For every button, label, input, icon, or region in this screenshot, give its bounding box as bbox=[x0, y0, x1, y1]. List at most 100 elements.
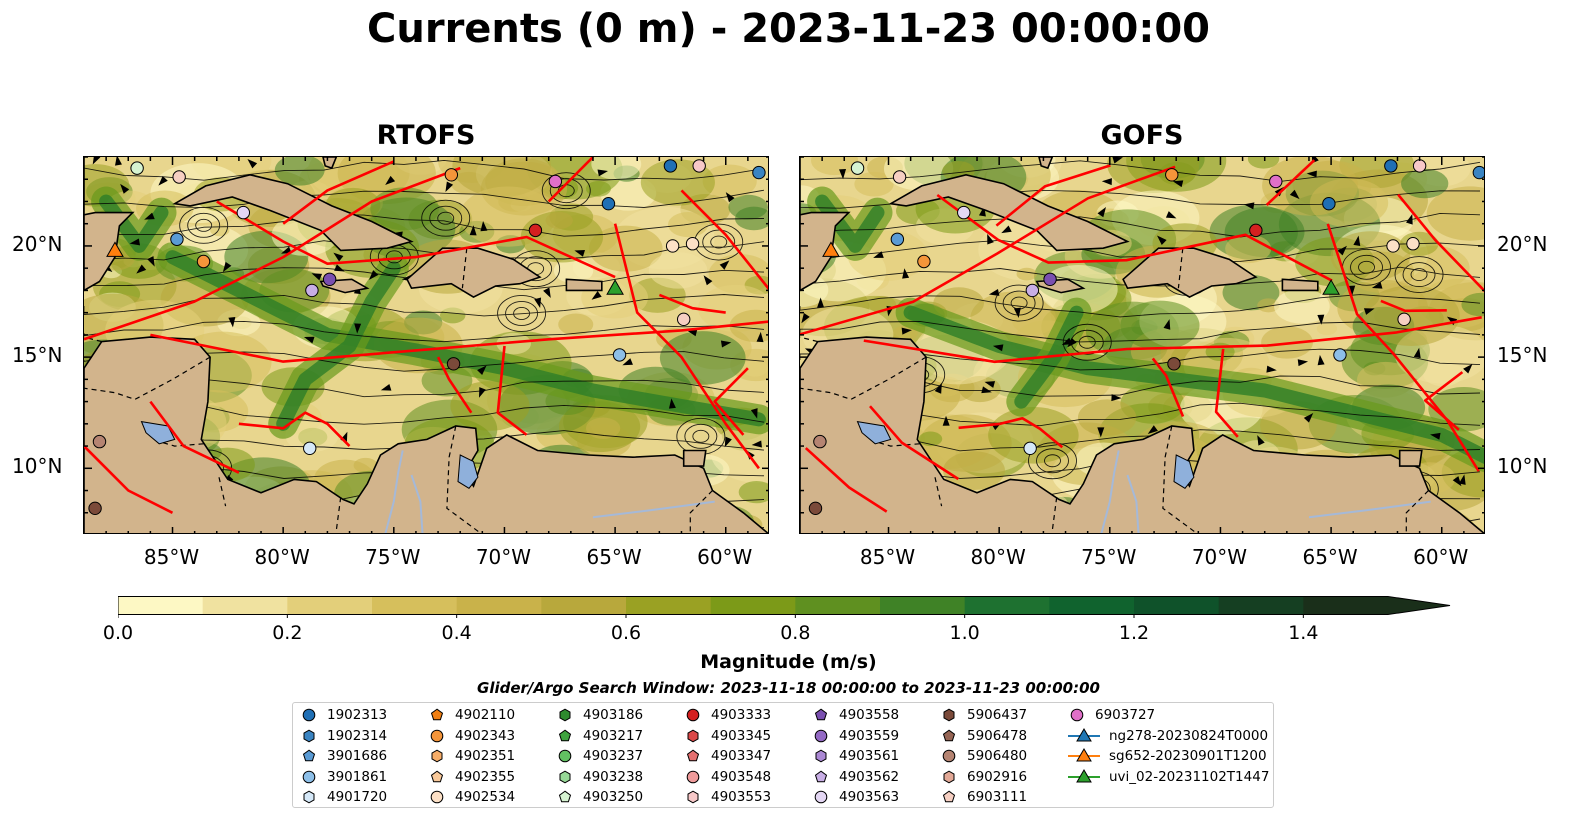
legend-item: 4902355 bbox=[427, 767, 515, 787]
colorbar-tick-label: 0.6 bbox=[610, 622, 642, 644]
float-marker-6903727 bbox=[548, 174, 563, 189]
hexagon-marker-icon bbox=[559, 770, 571, 783]
legend-item-label: 4903559 bbox=[839, 727, 900, 744]
float-marker-6903727 bbox=[1269, 174, 1283, 189]
colorbar-segment bbox=[710, 596, 796, 615]
float-marker-4903250 bbox=[850, 161, 865, 175]
colorbar-tick-label: 0.0 bbox=[102, 622, 134, 644]
colorbar-segment bbox=[456, 596, 542, 615]
hexagon-marker-icon bbox=[943, 708, 955, 722]
legend-item: 5906478 bbox=[939, 726, 1027, 746]
lon-tick-label: 75°W bbox=[1081, 545, 1137, 569]
lat-tick-label: 15°N bbox=[1497, 343, 1548, 368]
circle-marker-icon bbox=[686, 708, 700, 722]
panel-title-rtofs: RTOFS bbox=[376, 120, 476, 151]
lat-tick-label: 10°N bbox=[1497, 454, 1548, 479]
legend-item-label: 4903563 bbox=[839, 789, 900, 805]
legend-item-label: 1902314 bbox=[327, 727, 388, 744]
float-marker-3901686 bbox=[170, 232, 184, 246]
legend-item-label: 5906478 bbox=[967, 727, 1028, 744]
figure-title: Currents (0 m) - 2023-11-23 00:00:00 bbox=[367, 6, 1210, 52]
lon-tick-label: 60°W bbox=[1413, 545, 1469, 569]
legend-item: 4903553 bbox=[683, 787, 771, 807]
legend-item: 4902534 bbox=[427, 787, 515, 807]
glider-marker-sg652-20230901T1200 bbox=[822, 241, 840, 257]
glider-marker-uvi_02-20231102T1447 bbox=[1322, 279, 1340, 295]
circle-marker-icon bbox=[814, 729, 828, 742]
circle-marker-icon bbox=[302, 770, 316, 783]
legend-item-label: 6903111 bbox=[967, 789, 1028, 805]
colorbar-tick-label: 1.2 bbox=[1118, 622, 1150, 644]
colorbar-tick-label: 1.0 bbox=[949, 622, 980, 644]
legend-item: sg652-20230901T1200 bbox=[1067, 746, 1267, 766]
circle-marker-icon bbox=[430, 729, 444, 742]
hexagon-marker-icon bbox=[943, 770, 955, 783]
legend-item-label: 4903561 bbox=[839, 748, 900, 764]
lon-tick-label: 70°W bbox=[475, 545, 532, 569]
legend-item-label: 4903345 bbox=[711, 727, 772, 744]
legend-item-label: sg652-20230901T1200 bbox=[1109, 748, 1267, 764]
float-marker-4903553 bbox=[1412, 159, 1427, 173]
float-marker-1902313 bbox=[1322, 196, 1336, 211]
float-marker-3901686 bbox=[890, 232, 905, 246]
float-marker-4901720 bbox=[303, 441, 317, 455]
legend-item-label: 6902916 bbox=[967, 768, 1028, 785]
colorbar-tick-label: 1.4 bbox=[1288, 622, 1319, 644]
legend-item-label: 4903333 bbox=[711, 707, 772, 723]
legend-item: 4903347 bbox=[683, 746, 771, 766]
float-marker-4903250 bbox=[130, 161, 144, 175]
hexagon-marker-icon bbox=[431, 749, 443, 763]
legend-item-label: 4901720 bbox=[327, 789, 388, 805]
lat-tick-label: 15°N bbox=[12, 343, 63, 368]
circle-marker-icon bbox=[814, 790, 828, 804]
pentagon-marker-icon bbox=[558, 729, 572, 741]
legend-item-label: 4902343 bbox=[455, 727, 516, 744]
lon-tick-label: 70°W bbox=[1191, 545, 1248, 569]
colorbar-segment bbox=[541, 596, 627, 615]
legend-item: 4903217 bbox=[555, 726, 643, 746]
circle-marker-icon bbox=[558, 749, 572, 763]
legend-item-label: 4903553 bbox=[711, 789, 772, 805]
legend-item: 4903561 bbox=[811, 746, 899, 766]
lat-tick-label: 10°N bbox=[12, 454, 63, 479]
legend-item-label: 3901861 bbox=[327, 768, 388, 785]
gofs-current-map bbox=[799, 156, 1485, 534]
lon-tick-label: 65°W bbox=[586, 545, 642, 569]
legend-item-label: 4903347 bbox=[711, 748, 772, 764]
colorbar-segment bbox=[372, 596, 458, 615]
legend-item-label: 4902534 bbox=[455, 789, 516, 805]
colorbar-segment bbox=[880, 596, 966, 615]
legend-item: 5906437 bbox=[939, 705, 1027, 725]
legend-item-label: 4903238 bbox=[583, 768, 644, 785]
colorbar-segment bbox=[964, 596, 1050, 615]
lon-tick-label: 60°W bbox=[697, 545, 753, 569]
float-marker-4902343 bbox=[444, 168, 459, 182]
float-marker-5906480 bbox=[813, 434, 827, 449]
colorbar-segment bbox=[1218, 596, 1304, 615]
legend-item: 4901720 bbox=[299, 787, 387, 807]
legend-item-label: 4903186 bbox=[583, 707, 644, 723]
rtofs-current-map bbox=[83, 156, 769, 534]
legend-item: 4902343 bbox=[427, 726, 515, 746]
pentagon-marker-icon bbox=[942, 729, 956, 741]
colorbar-segment bbox=[202, 596, 288, 615]
float-marker-1902314 bbox=[752, 165, 766, 180]
float-marker-4903563 bbox=[236, 205, 251, 220]
circle-marker-icon bbox=[430, 790, 444, 804]
float-marker-6903111 bbox=[676, 312, 691, 327]
legend-item: 4903558 bbox=[811, 705, 899, 725]
circle-marker-icon bbox=[1070, 708, 1084, 722]
float-marker-5906437 bbox=[1167, 357, 1181, 371]
lat-tick-label: 20°N bbox=[12, 231, 63, 256]
float-marker-4902343 bbox=[196, 254, 211, 269]
legend-item: 1902314 bbox=[299, 726, 387, 746]
legend-item: 4903186 bbox=[555, 705, 643, 725]
float-marker-4903562 bbox=[305, 283, 319, 298]
circle-marker-icon bbox=[942, 749, 956, 763]
map-canvas bbox=[84, 157, 768, 533]
colorbar-tick-label: 0.4 bbox=[441, 622, 472, 644]
pentagon-marker-icon bbox=[302, 749, 316, 762]
legend-item: 4903237 bbox=[555, 746, 643, 766]
float-marker-5906437 bbox=[88, 501, 102, 516]
legend-item-label: 6903727 bbox=[1095, 707, 1156, 723]
